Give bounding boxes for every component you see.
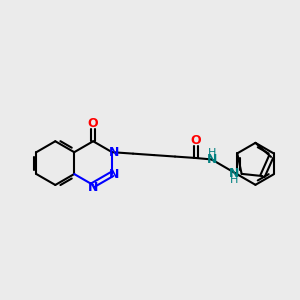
Text: N: N xyxy=(88,182,98,194)
Text: O: O xyxy=(88,117,98,130)
Text: H: H xyxy=(208,148,217,158)
Text: H: H xyxy=(230,175,238,185)
Text: N: N xyxy=(229,167,239,180)
Text: N: N xyxy=(109,146,120,159)
Text: N: N xyxy=(109,167,120,181)
Text: O: O xyxy=(191,134,201,147)
Text: N: N xyxy=(206,153,217,166)
